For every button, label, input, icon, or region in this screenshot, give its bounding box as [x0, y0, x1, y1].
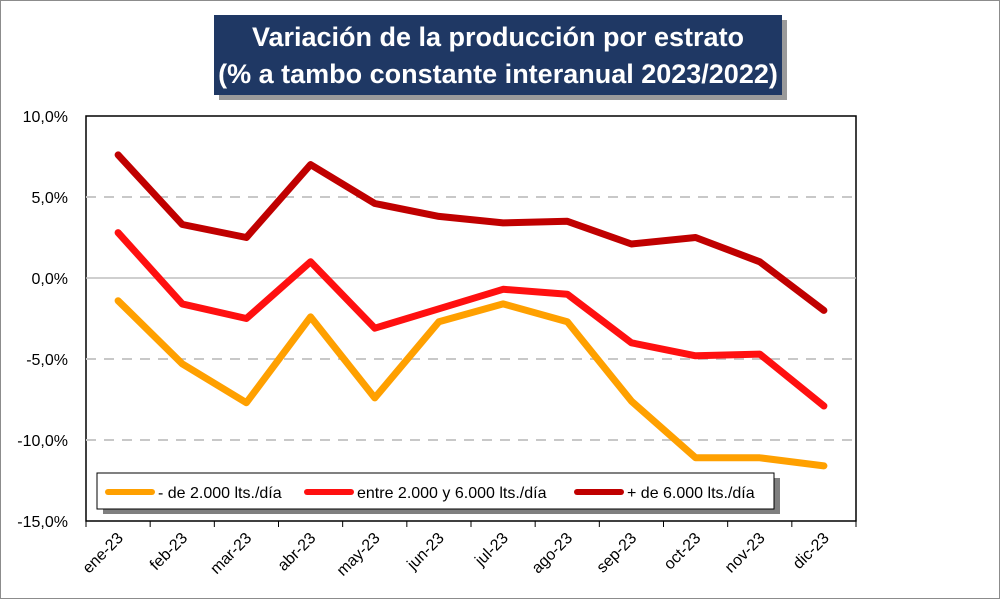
y-tick-label: -10,0%: [17, 433, 68, 450]
legend-item-small: - de 2.000 lts./día: [105, 485, 282, 502]
y-tick-label: 10,0%: [23, 109, 68, 126]
y-axis: 10,0% 5,0% 0,0% -5,0% -10,0% -15,0%: [17, 109, 68, 531]
series-lines: [114, 151, 828, 470]
legend-label-medium: entre 2.000 y 6.000 lts./día: [357, 485, 547, 502]
y-tick-label: 0,0%: [32, 271, 68, 288]
x-tick-label: sep-23: [594, 530, 641, 577]
x-tick-label: jul-23: [472, 530, 512, 570]
legend-label-small: - de 2.000 lts./día: [158, 485, 282, 502]
x-tick-label: mar-23: [207, 530, 255, 578]
chart-title-line1: Variación de la producción por estrato: [252, 22, 744, 52]
chart-title-line2: (% a tambo constante interanual 2023/202…: [218, 59, 778, 89]
x-tick-label: jun-23: [404, 530, 448, 574]
legend-item-medium: entre 2.000 y 6.000 lts./día: [304, 485, 547, 502]
series-line-large: [114, 151, 828, 314]
y-tick-label: -5,0%: [26, 352, 68, 369]
legend: - de 2.000 lts./día entre 2.000 y 6.000 …: [96, 472, 780, 514]
plot-area: [85, 115, 857, 522]
x-tick-label: may-23: [334, 530, 384, 580]
x-tick-label: oct-23: [661, 530, 705, 574]
legend-label-large: + de 6.000 lts./día: [627, 485, 755, 502]
x-tick-label: feb-23: [147, 530, 191, 574]
legend-item-large: + de 6.000 lts./día: [574, 485, 755, 502]
x-tick-label: ene-23: [80, 530, 127, 577]
x-axis: ene-23 feb-23 mar-23 abr-23 may-23 jun-23 jul-…: [80, 521, 857, 580]
x-tick-label: abr-23: [275, 530, 320, 575]
series-line-small: [114, 297, 828, 470]
y-tick-label: 5,0%: [32, 190, 68, 207]
gridlines: [86, 196, 856, 441]
y-tick-label: -15,0%: [17, 514, 68, 531]
x-tick-label: ago-23: [529, 530, 576, 577]
x-tick-label: nov-23: [722, 530, 769, 577]
x-tick-label: dic-23: [790, 530, 833, 573]
series-line-medium: [114, 229, 828, 410]
title-box: [214, 15, 782, 95]
legend-box: [96, 472, 775, 510]
